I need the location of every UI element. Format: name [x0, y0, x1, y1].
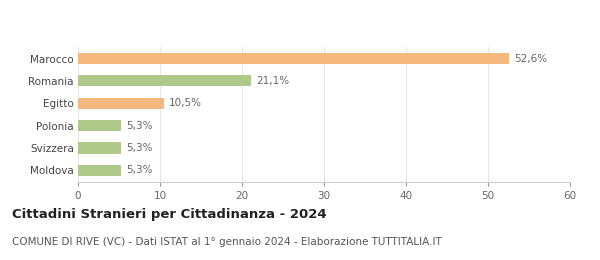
Text: 52,6%: 52,6%	[514, 54, 547, 63]
Text: 5,3%: 5,3%	[127, 143, 153, 153]
Text: 10,5%: 10,5%	[169, 98, 202, 108]
Bar	[78, 98, 164, 109]
Legend: Africa, Europa: Africa, Europa	[259, 0, 389, 1]
Bar	[78, 75, 251, 87]
Bar	[78, 53, 509, 64]
Text: Cittadini Stranieri per Cittadinanza - 2024: Cittadini Stranieri per Cittadinanza - 2…	[12, 208, 326, 221]
Text: 5,3%: 5,3%	[127, 121, 153, 131]
Bar	[78, 142, 121, 153]
Bar	[78, 120, 121, 131]
Bar	[78, 165, 121, 176]
Text: 5,3%: 5,3%	[127, 165, 153, 175]
Text: COMUNE DI RIVE (VC) - Dati ISTAT al 1° gennaio 2024 - Elaborazione TUTTITALIA.IT: COMUNE DI RIVE (VC) - Dati ISTAT al 1° g…	[12, 237, 442, 246]
Text: 21,1%: 21,1%	[256, 76, 289, 86]
